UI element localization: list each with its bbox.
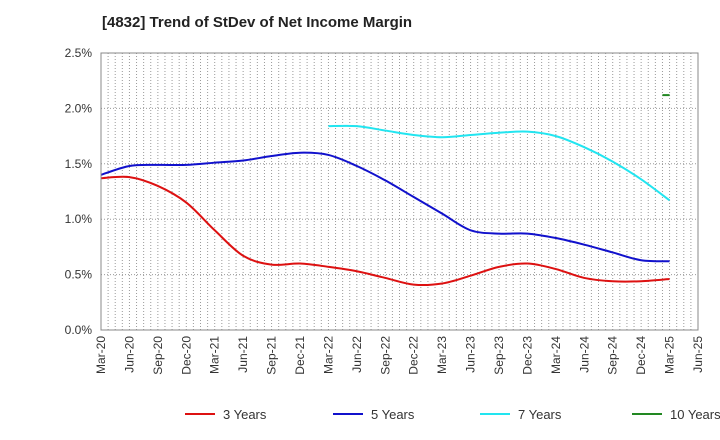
x-tick-label: Jun-21 <box>236 336 250 373</box>
y-tick-label: 1.0% <box>65 212 93 226</box>
x-tick-label: Mar-24 <box>549 336 563 374</box>
x-tick-label: Dec-23 <box>520 336 534 375</box>
legend: 3 Years 5 Years 7 Years 10 Years <box>185 407 720 422</box>
x-tick-label: Dec-21 <box>293 336 307 375</box>
x-tick-label: Jun-24 <box>577 336 591 373</box>
x-tick-label: Dec-20 <box>179 336 193 375</box>
chart-title: [4832] Trend of StDev of Net Income Marg… <box>102 14 413 31</box>
x-axis: Mar-20 Jun-20 Sep-20 Dec-20 Mar-21 Jun-21 Sep-… <box>94 336 705 375</box>
x-tick-label: Sep-22 <box>378 336 392 375</box>
y-tick-label: 2.5% <box>65 46 93 60</box>
x-tick-label: Jun-25 <box>691 336 705 373</box>
series-line-5-years <box>100 151 670 263</box>
x-tick-label: Dec-24 <box>634 336 648 375</box>
legend-label-3-years: 3 Years <box>223 407 267 422</box>
series-line-7-years <box>328 124 671 202</box>
y-axis: 0.0% 0.5% 1.0% 1.5% 2.0% 2.5% <box>65 46 93 337</box>
x-tick-label: Jun-20 <box>122 336 136 373</box>
x-tick-label: Mar-25 <box>663 336 677 374</box>
y-tick-label: 1.5% <box>65 157 93 171</box>
legend-label-5-years: 5 Years <box>371 407 415 422</box>
x-tick-label: Dec-22 <box>407 336 421 375</box>
plot-border <box>100 52 699 331</box>
x-tick-label: Mar-23 <box>435 336 449 374</box>
x-tick-label: Jun-23 <box>464 336 478 373</box>
y-tick-label: 2.0% <box>65 101 93 115</box>
x-tick-label: Mar-20 <box>94 336 108 374</box>
legend-label-7-years: 7 Years <box>518 407 562 422</box>
legend-label-10-years: 10 Years <box>670 407 720 422</box>
x-tick-label: Mar-22 <box>321 336 335 374</box>
series-line-3-years <box>100 175 670 287</box>
y-tick-label: 0.0% <box>65 323 93 337</box>
x-tick-label: Sep-23 <box>492 336 506 375</box>
x-tick-label: Sep-24 <box>606 336 620 375</box>
grid-layer <box>101 52 698 331</box>
x-tick-label: Mar-21 <box>208 336 222 374</box>
y-tick-label: 0.5% <box>65 268 93 282</box>
series-layer <box>100 94 671 287</box>
x-tick-label: Jun-22 <box>350 336 364 373</box>
x-tick-label: Sep-21 <box>265 336 279 375</box>
x-tick-label: Sep-20 <box>151 336 165 375</box>
